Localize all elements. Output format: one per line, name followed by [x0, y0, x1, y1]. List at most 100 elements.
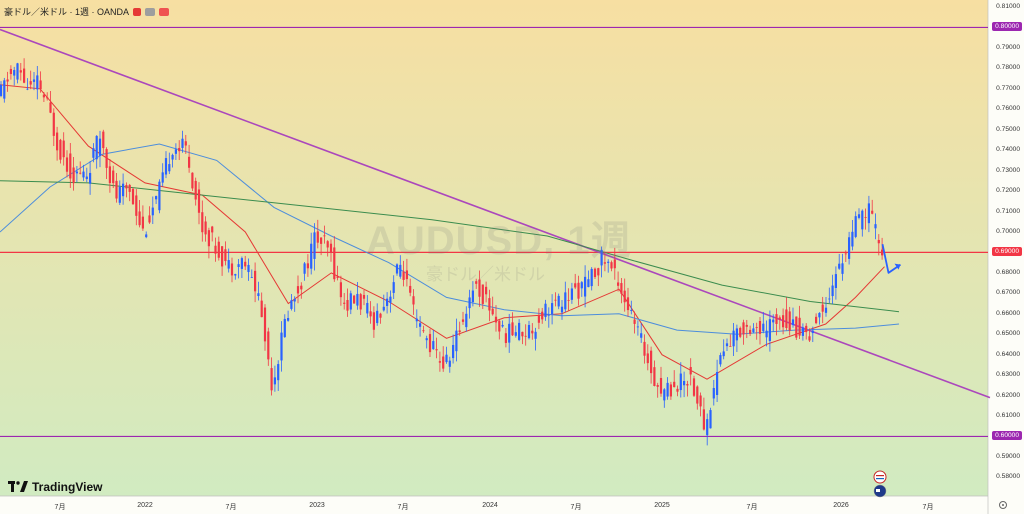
candle-body: [171, 154, 174, 160]
candle-body: [857, 214, 861, 218]
candle-body: [782, 315, 785, 328]
candle-body: [541, 311, 544, 320]
trendline[interactable]: [0, 28, 991, 399]
candle-body: [785, 309, 788, 329]
candle-body: [871, 210, 874, 214]
y-tick-label: 0.71000: [996, 207, 1020, 215]
candle-body: [168, 164, 171, 172]
candle-body: [138, 211, 141, 226]
candle-body: [554, 299, 557, 301]
candle-body: [640, 333, 643, 338]
candle-body: [303, 263, 306, 274]
x-tick-label: 7月: [54, 504, 66, 511]
candle-body: [854, 216, 857, 237]
candle-body: [696, 386, 699, 404]
candle-body: [692, 378, 696, 396]
candle-body: [798, 317, 801, 336]
moving-average-line: [0, 180, 900, 313]
candle-body: [191, 172, 194, 189]
candle-body: [16, 63, 19, 80]
candle-body: [455, 330, 458, 352]
candle-body: [369, 311, 372, 317]
x-tick-label: 7月: [397, 504, 409, 511]
y-tick-label: 0.75000: [996, 125, 1020, 133]
candle-body: [471, 290, 474, 303]
settings-icon[interactable]: [999, 501, 1007, 509]
indicator-toggle-icon-2[interactable]: [159, 7, 170, 16]
candle-body: [181, 138, 184, 148]
candle-body: [719, 355, 722, 365]
candle-body: [59, 139, 62, 160]
candle-body: [791, 319, 795, 326]
candle-body: [376, 310, 379, 324]
candle-body: [207, 230, 210, 247]
candle-body: [42, 94, 45, 98]
y-tick-label: 0.68000: [996, 268, 1020, 276]
candle-body: [204, 221, 207, 235]
candle-body: [867, 203, 870, 224]
candle-body: [881, 249, 884, 256]
tradingview-logo[interactable]: TradingView: [8, 480, 102, 494]
candle-body: [458, 330, 461, 333]
candle-body: [491, 308, 494, 315]
candle-body: [112, 170, 115, 184]
annotation-arrow[interactable]: [881, 244, 902, 274]
candle-body: [831, 285, 834, 297]
candle-body: [339, 282, 342, 298]
candle-body: [630, 309, 633, 311]
candle-body: [732, 330, 735, 347]
candle-body: [679, 373, 682, 391]
y-tick-label: 0.78000: [996, 64, 1020, 72]
candle-body: [841, 263, 844, 274]
candle-body: [419, 323, 422, 327]
candle-body: [178, 147, 181, 152]
candle-body: [488, 298, 491, 311]
candle-body: [574, 283, 577, 288]
candle-body: [320, 237, 323, 244]
candle-body: [518, 322, 521, 340]
candle-body: [145, 234, 148, 238]
x-tick-label: 2025: [654, 502, 670, 509]
y-tick-label: 0.58000: [996, 473, 1020, 481]
candle-body: [273, 377, 276, 385]
candle-body: [46, 97, 49, 99]
candle-body: [593, 268, 597, 278]
candle-body: [861, 210, 864, 230]
watermark-name: 豪ドル／米ドル: [426, 265, 545, 284]
tradingview-logo-icon: [8, 481, 28, 492]
candle-body: [811, 330, 814, 334]
candle-body: [313, 232, 316, 259]
candle-body: [742, 322, 745, 335]
candle-body: [72, 167, 75, 184]
candle-body: [267, 331, 270, 360]
candle-body: [508, 323, 511, 343]
candle-body: [758, 321, 762, 334]
candle-body: [511, 322, 514, 336]
candle-body: [844, 253, 847, 255]
candle-body: [115, 180, 118, 199]
candle-body: [82, 171, 85, 178]
flag-icon[interactable]: [133, 7, 142, 16]
candle-body: [646, 353, 649, 364]
candle-body: [834, 274, 837, 289]
candle-body: [221, 246, 224, 267]
candle-body: [815, 316, 818, 324]
candle-body: [709, 410, 712, 429]
candle-body: [597, 268, 600, 276]
x-tick-label: 7月: [746, 504, 758, 511]
candle-body: [39, 80, 42, 90]
y-tick-label: 0.61000: [996, 412, 1020, 419]
candle-body: [636, 326, 639, 328]
candle-body: [353, 295, 356, 304]
candle-body: [534, 331, 537, 339]
candle-body: [531, 330, 534, 334]
candle-body: [148, 215, 151, 223]
candle-body: [13, 70, 16, 76]
candle-body: [9, 68, 12, 75]
candle-body: [184, 141, 187, 146]
candle-body: [557, 295, 560, 307]
candle-body: [3, 80, 6, 99]
indicator-toggle-icon[interactable]: [145, 7, 156, 16]
